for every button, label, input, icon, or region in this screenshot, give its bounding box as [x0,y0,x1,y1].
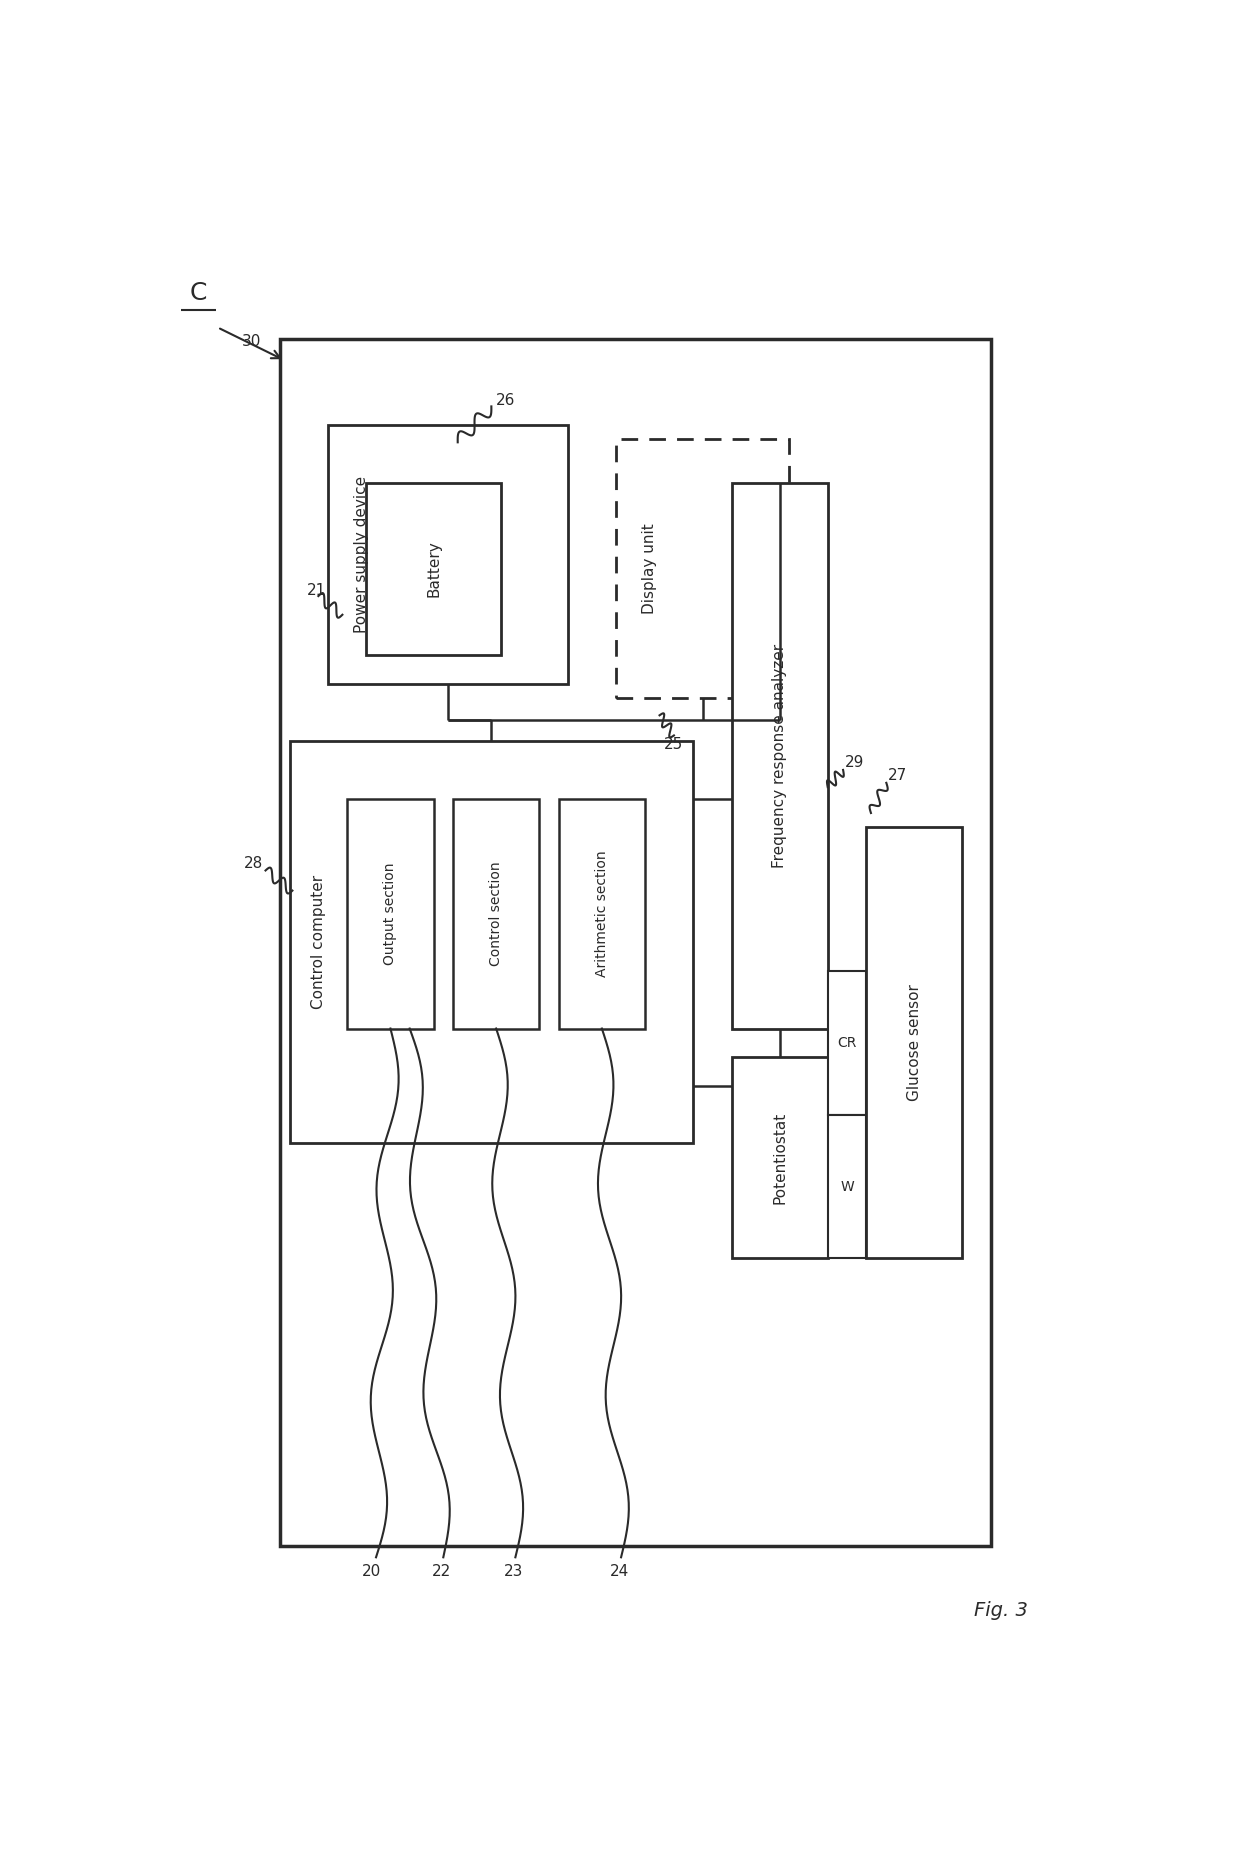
Text: Power supply device: Power supply device [355,476,370,633]
Text: 29: 29 [844,756,864,771]
Bar [290,741,693,1144]
Text: CR: CR [837,1036,857,1051]
Bar [828,970,866,1114]
Text: Output section: Output section [383,862,398,965]
Text: Arithmetic section: Arithmetic section [595,851,609,978]
Text: 20: 20 [362,1564,381,1579]
Text: 25: 25 [665,737,683,752]
Bar [616,440,789,698]
Text: Battery: Battery [427,541,441,597]
Text: W: W [839,1179,854,1194]
Text: 24: 24 [610,1564,629,1579]
Bar [367,483,501,655]
Text: Potentiostat: Potentiostat [773,1112,787,1204]
Text: 21: 21 [306,582,326,597]
Text: Glucose sensor: Glucose sensor [906,985,921,1101]
Text: Frequency response analyzer: Frequency response analyzer [773,644,787,868]
Bar [866,827,962,1258]
Bar [828,1114,866,1258]
Bar [732,483,828,1028]
Text: C: C [190,282,207,304]
Text: 27: 27 [888,769,908,784]
Text: Fig. 3: Fig. 3 [973,1601,1028,1620]
Bar [280,340,991,1545]
Text: 28: 28 [243,856,263,871]
Text: 26: 26 [496,394,516,409]
Text: Control section: Control section [489,862,503,967]
Text: Control computer: Control computer [311,875,326,1010]
Bar [558,799,645,1028]
Text: 22: 22 [432,1564,451,1579]
Text: 30: 30 [242,334,260,349]
Text: 23: 23 [503,1564,523,1579]
Bar [732,1058,828,1258]
Text: Display unit: Display unit [642,522,657,614]
Bar [347,799,434,1028]
Bar [453,799,539,1028]
Bar [327,425,568,683]
